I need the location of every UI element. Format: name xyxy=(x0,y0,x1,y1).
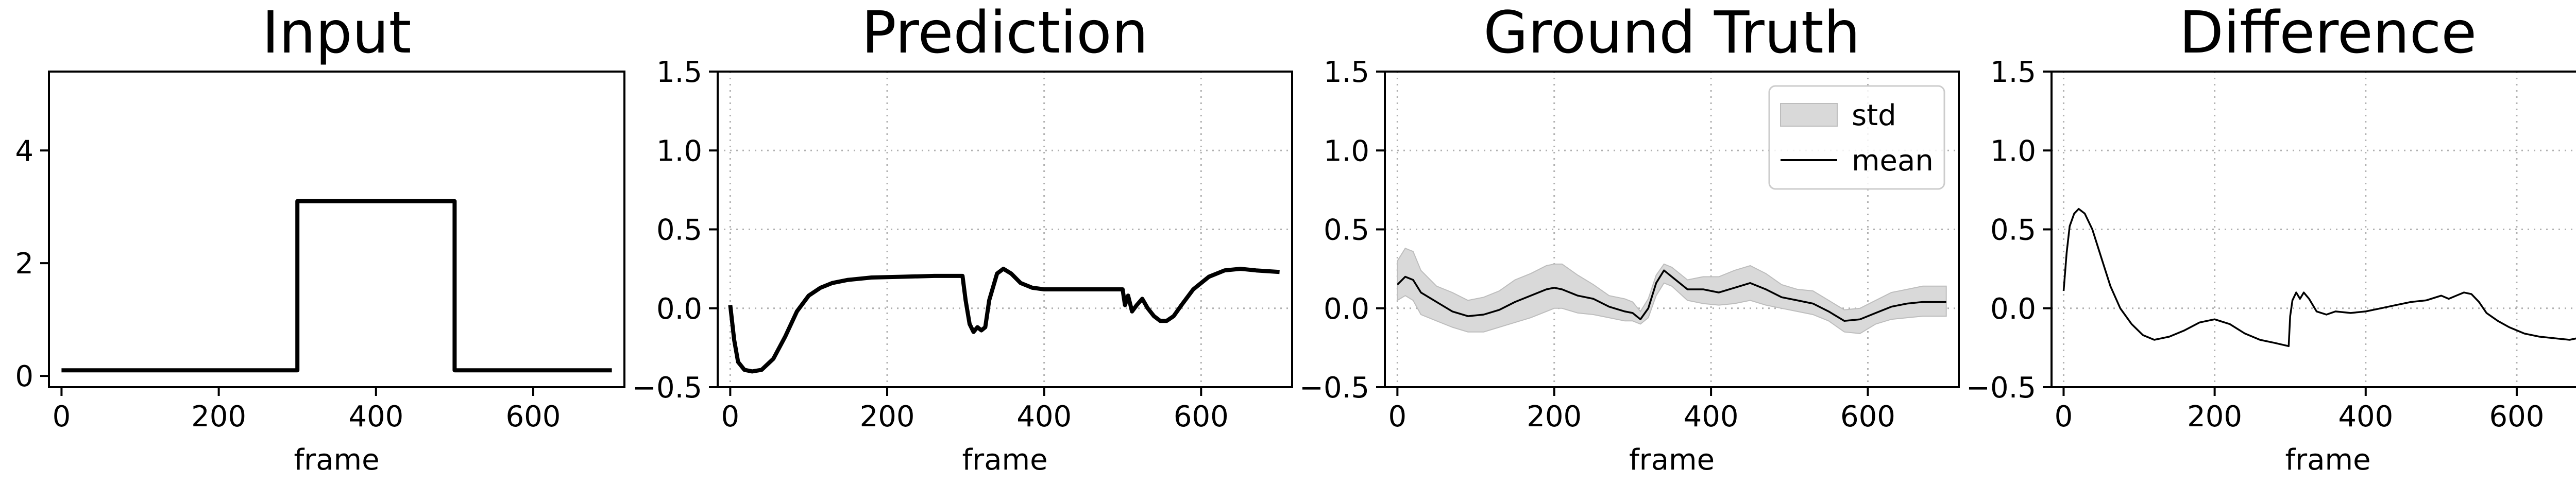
ground-truth-legend-label-mean: mean xyxy=(1852,144,1934,178)
input-ytick-label-2: 2 xyxy=(15,247,33,281)
difference-xtick-label-600: 600 xyxy=(2489,400,2545,434)
difference-ytick-label-1.5: 1.5 xyxy=(1990,56,2036,89)
input-ytick-label-4: 4 xyxy=(15,134,33,168)
ground-truth-xtick-label-400: 400 xyxy=(1684,400,1739,434)
ground-truth-ytick-label--0.5: −0.5 xyxy=(1299,371,1369,405)
difference-ytick-label--0.5: −0.5 xyxy=(1966,371,2036,405)
ground-truth-xtick-label-200: 200 xyxy=(1527,400,1582,434)
difference-series-0-line xyxy=(2062,207,2576,348)
input-xtick-label-400: 400 xyxy=(348,400,403,434)
input-xtick-label-200: 200 xyxy=(191,400,246,434)
prediction-xtick-label-600: 600 xyxy=(1174,400,1229,434)
prediction-title: Prediction xyxy=(861,0,1148,66)
difference-xtick-label-200: 200 xyxy=(2187,400,2242,434)
prediction-xtick-label-400: 400 xyxy=(1016,400,1072,434)
difference-xtick-label-400: 400 xyxy=(2338,400,2393,434)
ground-truth-series-std-band xyxy=(1397,248,1947,334)
prediction-series-0-line xyxy=(728,267,1280,374)
difference-ytick-label-0.5: 0.5 xyxy=(1990,214,2036,247)
input-ytick-label-0: 0 xyxy=(15,360,33,393)
ground-truth-title: Ground Truth xyxy=(1483,0,1860,66)
input-plot-area xyxy=(61,199,612,373)
ground-truth-legend: std mean xyxy=(1768,85,1945,190)
ground-truth-ytick-label-0: 0.0 xyxy=(1324,292,1369,326)
panel-ground-truth: 0 200 400 600 −0.5 0.0 0.5 1.0 1.5 Ground Truth fr… xyxy=(1299,0,1960,477)
panel-difference: 0 200 400 600 −0.5 0.0 0.5 1.0 1.5 Difference fram… xyxy=(1966,0,2576,477)
input-series-0-line xyxy=(61,199,612,373)
prediction-ytick-label-0: 0.0 xyxy=(656,292,702,326)
ground-truth-plot-area xyxy=(1397,248,1947,334)
panel-input: 0 200 400 600 0 2 4 Input frame xyxy=(15,0,625,477)
prediction-xtick-label-0: 0 xyxy=(721,400,740,434)
difference-ytick-label-1: 1.0 xyxy=(1990,134,2036,168)
input-xtick-label-0: 0 xyxy=(53,400,71,434)
input-axes-frame xyxy=(48,71,625,388)
difference-plot-area xyxy=(2062,207,2576,348)
prediction-axes-frame xyxy=(717,71,1293,388)
ground-truth-ytick-label-1.5: 1.5 xyxy=(1324,56,1369,89)
prediction-ytick-label-0.5: 0.5 xyxy=(656,214,702,247)
input-title: Input xyxy=(262,0,411,66)
ground-truth-ytick-label-1: 1.0 xyxy=(1324,134,1369,168)
prediction-xtick-label-200: 200 xyxy=(860,400,915,434)
prediction-ytick-label-1: 1.0 xyxy=(656,134,702,168)
ground-truth-xtick-label-0: 0 xyxy=(1388,400,1407,434)
difference-ytick-label-0: 0.0 xyxy=(1990,292,2036,326)
ground-truth-xtick-label-600: 600 xyxy=(1840,400,1895,434)
difference-xtick-label-0: 0 xyxy=(2055,400,2073,434)
prediction-xlabel: frame xyxy=(962,443,1047,477)
difference-xlabel: frame xyxy=(2285,443,2370,477)
panel-prediction: 0 200 400 600 −0.5 0.0 0.5 1.0 1.5 Prediction fram… xyxy=(632,0,1293,477)
ground-truth-series-mean-line xyxy=(1397,269,1946,322)
ground-truth-xlabel: frame xyxy=(1629,443,1715,477)
ground-truth-ytick-label-0.5: 0.5 xyxy=(1324,214,1369,247)
input-xlabel: frame xyxy=(294,443,379,477)
ground-truth-legend-swatch-std xyxy=(1780,103,1838,127)
prediction-ytick-label-1.5: 1.5 xyxy=(656,56,702,89)
difference-title: Difference xyxy=(2179,0,2477,66)
prediction-plot-area xyxy=(728,267,1280,374)
input-xtick-label-600: 600 xyxy=(506,400,561,434)
ground-truth-legend-label-std: std xyxy=(1852,99,1896,132)
prediction-ytick-label--0.5: −0.5 xyxy=(632,371,702,405)
